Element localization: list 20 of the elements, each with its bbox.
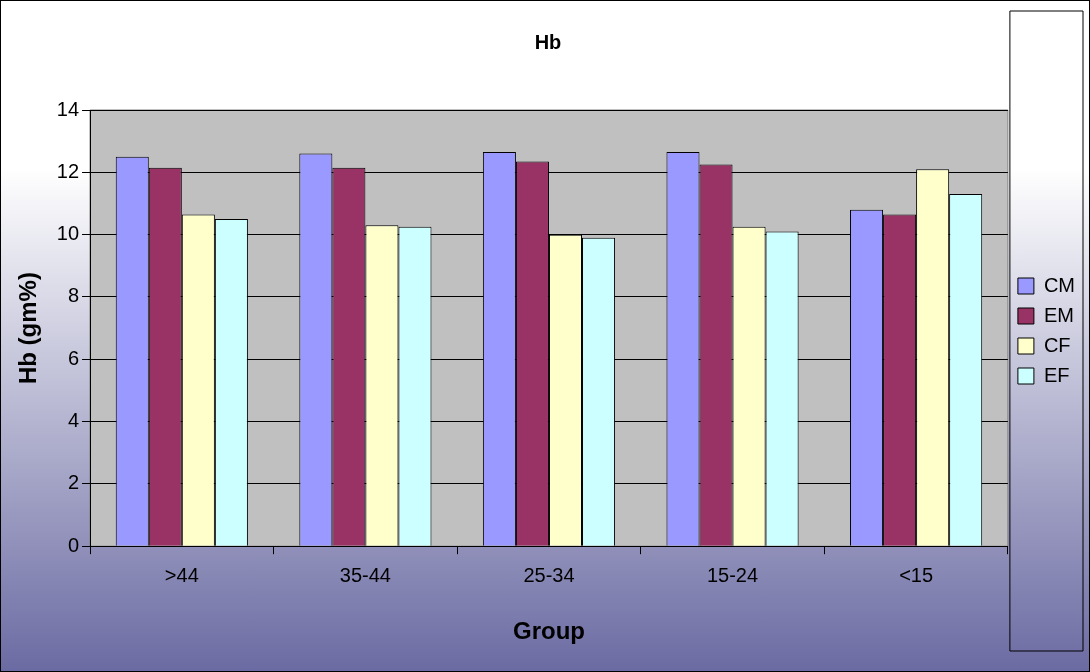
legend-label: EM bbox=[1043, 303, 1074, 326]
x-tick-label: 35-44 bbox=[339, 563, 391, 586]
chart-title: Hb bbox=[534, 30, 562, 53]
y-tick-label: 4 bbox=[67, 409, 80, 432]
y-tick-label: 2 bbox=[67, 471, 80, 494]
x-tick-label: <15 bbox=[899, 563, 934, 586]
y-tick-label: 8 bbox=[67, 284, 80, 307]
legend-label: EF bbox=[1043, 363, 1070, 386]
x-tick-label: 15-24 bbox=[706, 563, 759, 586]
legend-label: CM bbox=[1043, 273, 1076, 296]
x-tick-label: >44 bbox=[164, 563, 199, 586]
x-tick-label: 25-34 bbox=[523, 563, 575, 586]
y-tick-label: 12 bbox=[56, 159, 80, 182]
y-tick-label: 6 bbox=[67, 346, 80, 369]
legend-label: CF bbox=[1043, 333, 1071, 356]
y-tick-label: 0 bbox=[67, 533, 80, 556]
y-tick-label: 14 bbox=[56, 97, 80, 120]
y-tick-label: 10 bbox=[56, 222, 80, 245]
y-axis-title: Hb (gm%) bbox=[14, 272, 42, 385]
x-axis-title: Group bbox=[512, 617, 585, 645]
